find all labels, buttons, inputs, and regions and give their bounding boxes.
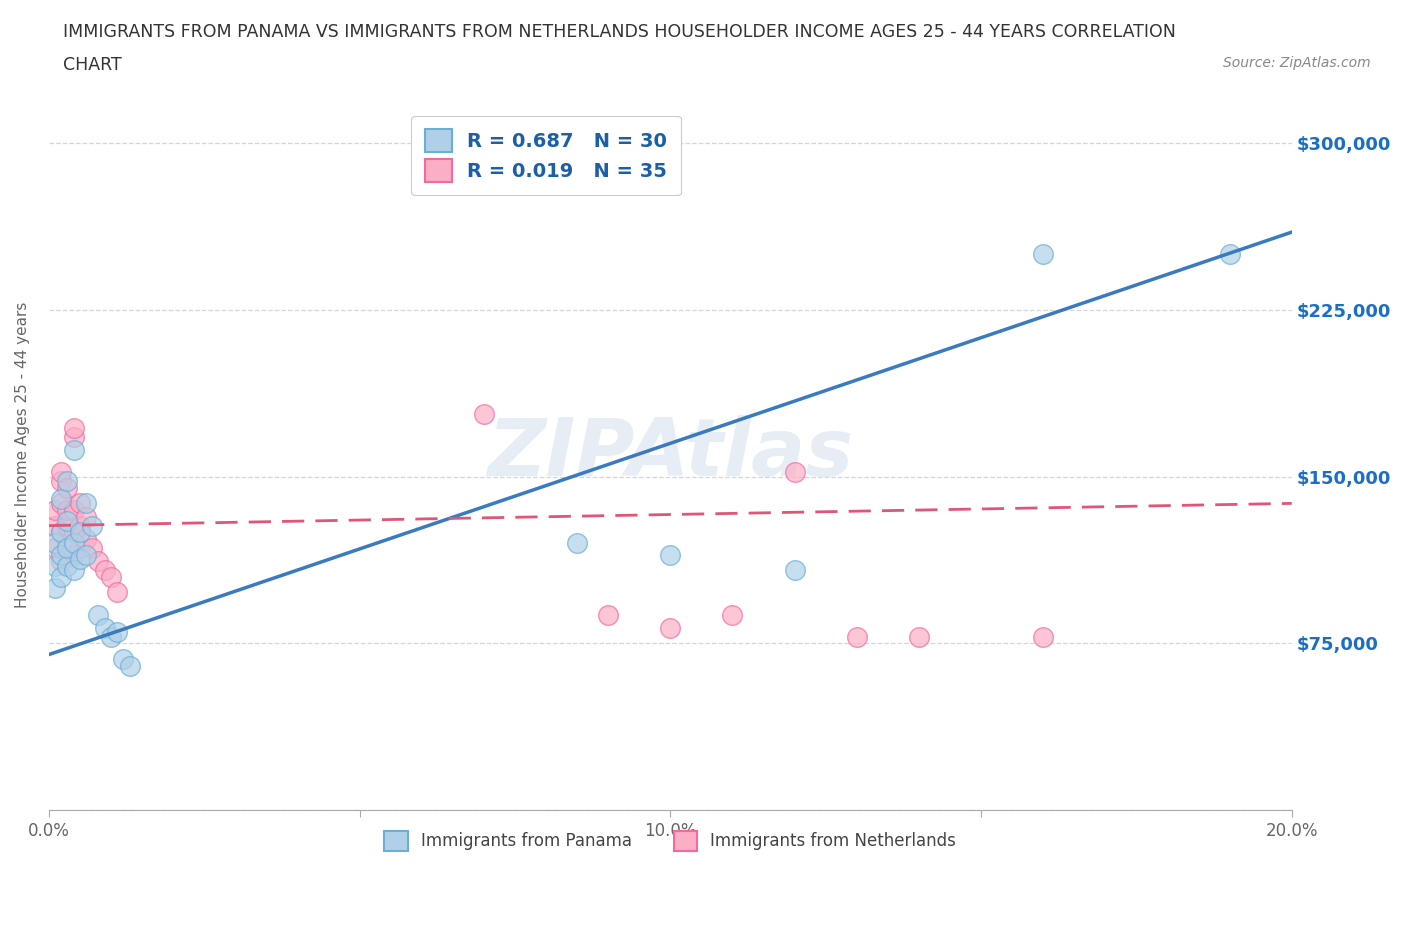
Point — [69, 551, 91, 566]
Point — [783, 465, 806, 480]
Point — [118, 658, 141, 673]
Point — [69, 525, 91, 539]
Point — [56, 481, 79, 496]
Point — [51, 525, 73, 539]
Point — [62, 502, 84, 517]
Point — [1032, 246, 1054, 261]
Point — [472, 407, 495, 422]
Point — [62, 430, 84, 445]
Point — [565, 536, 588, 551]
Point — [62, 563, 84, 578]
Point — [1032, 630, 1054, 644]
Point — [659, 620, 682, 635]
Point — [51, 465, 73, 480]
Point — [105, 585, 128, 600]
Point — [51, 491, 73, 506]
Point — [44, 540, 66, 555]
Point — [93, 620, 115, 635]
Point — [75, 510, 97, 525]
Point — [56, 558, 79, 573]
Text: ZIPAtlas: ZIPAtlas — [486, 416, 853, 494]
Point — [56, 540, 79, 555]
Point — [105, 625, 128, 640]
Point — [51, 569, 73, 584]
Point — [56, 502, 79, 517]
Point — [845, 630, 868, 644]
Point — [51, 553, 73, 568]
Point — [75, 547, 97, 562]
Point — [69, 540, 91, 555]
Point — [51, 473, 73, 488]
Point — [82, 540, 104, 555]
Point — [44, 502, 66, 517]
Point — [51, 496, 73, 511]
Point — [100, 569, 122, 584]
Point — [44, 518, 66, 533]
Point — [112, 652, 135, 667]
Point — [44, 558, 66, 573]
Point — [721, 607, 744, 622]
Point — [69, 496, 91, 511]
Point — [62, 547, 84, 562]
Point — [100, 630, 122, 644]
Point — [908, 630, 931, 644]
Point — [87, 553, 110, 568]
Point — [56, 518, 79, 533]
Point — [82, 518, 104, 533]
Point — [62, 536, 84, 551]
Point — [783, 563, 806, 578]
Text: CHART: CHART — [63, 56, 122, 73]
Point — [62, 420, 84, 435]
Point — [44, 580, 66, 595]
Point — [51, 525, 73, 539]
Point — [93, 563, 115, 578]
Point — [598, 607, 620, 622]
Y-axis label: Householder Income Ages 25 - 44 years: Householder Income Ages 25 - 44 years — [15, 301, 30, 607]
Point — [62, 443, 84, 458]
Point — [56, 473, 79, 488]
Point — [87, 607, 110, 622]
Point — [659, 547, 682, 562]
Point — [44, 536, 66, 551]
Point — [51, 547, 73, 562]
Point — [75, 496, 97, 511]
Point — [75, 532, 97, 547]
Point — [69, 518, 91, 533]
Point — [56, 536, 79, 551]
Point — [1219, 246, 1241, 261]
Point — [62, 525, 84, 539]
Point — [56, 513, 79, 528]
Text: Source: ZipAtlas.com: Source: ZipAtlas.com — [1223, 56, 1371, 70]
Legend: Immigrants from Panama, Immigrants from Netherlands: Immigrants from Panama, Immigrants from … — [375, 823, 965, 858]
Text: IMMIGRANTS FROM PANAMA VS IMMIGRANTS FROM NETHERLANDS HOUSEHOLDER INCOME AGES 25: IMMIGRANTS FROM PANAMA VS IMMIGRANTS FRO… — [63, 23, 1177, 41]
